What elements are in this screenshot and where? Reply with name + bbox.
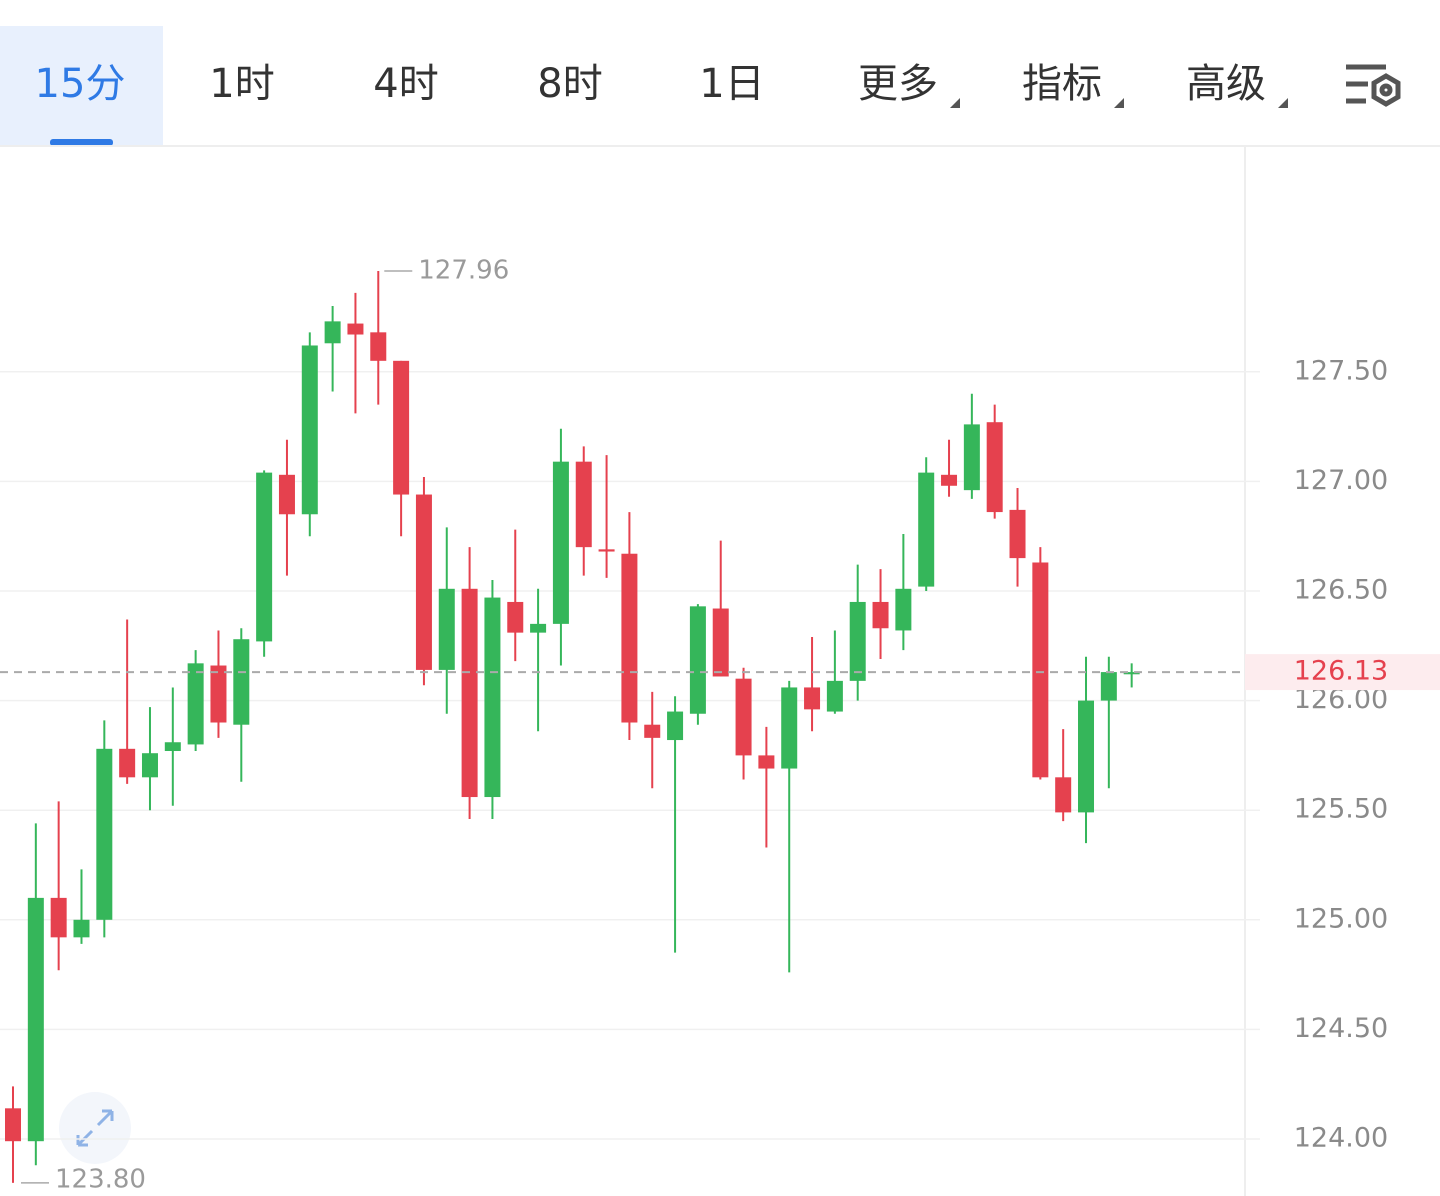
tab[interactable]: 15分 — [35, 61, 126, 107]
candle-body — [575, 461, 592, 548]
candle-body — [1078, 700, 1095, 813]
candle-body — [438, 588, 455, 670]
candle-body — [256, 472, 273, 642]
candle-body — [644, 724, 661, 738]
settings-icon[interactable] — [1346, 64, 1401, 107]
candle-body — [598, 549, 615, 552]
high-mark-label: 127.96 — [418, 255, 509, 285]
candle-body — [735, 678, 752, 756]
candle-body — [918, 472, 935, 587]
dropdown-caret — [950, 98, 960, 108]
dropdown-caret — [1114, 98, 1124, 108]
candle-body — [210, 665, 227, 723]
candle-body — [712, 608, 729, 677]
candle-body — [461, 588, 478, 798]
tab[interactable]: 更多 — [858, 61, 938, 107]
candle-body — [689, 606, 706, 714]
active-tab-indicator — [50, 139, 113, 146]
candle-body — [1032, 562, 1049, 778]
active-tab-bg — [0, 26, 163, 146]
candle-body — [278, 474, 295, 515]
candle-body — [96, 748, 113, 920]
candle-body — [849, 601, 866, 681]
y-tick-label: 127.50 — [1294, 355, 1388, 386]
candle-body — [667, 711, 684, 741]
tab[interactable]: 指标 — [1022, 61, 1102, 107]
last-price-label: 126.13 — [1294, 656, 1388, 687]
expand-button[interactable] — [59, 1092, 131, 1164]
candle-body — [164, 742, 181, 752]
tab[interactable]: 1日 — [699, 61, 764, 107]
candle-body — [415, 494, 432, 670]
dropdown-caret — [1278, 98, 1288, 108]
last-price-tag — [1245, 654, 1440, 691]
candle-body — [872, 601, 889, 629]
candle-body — [393, 360, 410, 495]
candle-body — [347, 323, 364, 335]
candle-body — [324, 321, 341, 344]
candle-body — [5, 1108, 21, 1142]
y-tick-label: 124.00 — [1294, 1123, 1388, 1154]
candle-body — [27, 897, 44, 1142]
candle-body — [895, 588, 912, 631]
candle-body — [986, 422, 1003, 513]
candle-body — [1055, 777, 1072, 813]
candle-body — [621, 553, 638, 723]
candle-body — [781, 687, 798, 769]
candle-body — [187, 663, 204, 745]
candle-body — [141, 753, 158, 778]
candle-body — [301, 345, 318, 515]
candle-body — [50, 897, 67, 938]
candle-body — [941, 474, 958, 486]
y-tick-label: 126.50 — [1294, 574, 1388, 605]
candle-body — [119, 748, 136, 778]
y-tick-label: 125.00 — [1294, 903, 1388, 934]
candle-body — [1100, 672, 1117, 701]
candle-body — [484, 597, 501, 798]
candle-body — [758, 755, 775, 769]
tab[interactable]: 1时 — [209, 61, 274, 107]
tab[interactable]: 4时 — [373, 61, 438, 107]
candle-body — [963, 424, 980, 491]
candle-body — [1123, 672, 1140, 675]
candle-body — [73, 919, 90, 938]
candle-body — [507, 601, 524, 633]
y-tick-label: 124.50 — [1294, 1013, 1388, 1044]
candle-body — [1009, 509, 1026, 559]
candle-body — [370, 332, 387, 361]
candle-body — [826, 680, 843, 712]
candle-body — [804, 687, 821, 710]
candle-body — [530, 623, 547, 633]
y-tick-label: 127.00 — [1294, 465, 1388, 496]
tab[interactable]: 8时 — [537, 61, 602, 107]
low-mark-label: 123.80 — [55, 1165, 146, 1195]
y-tick-label: 125.50 — [1294, 794, 1388, 825]
candle-body — [233, 639, 250, 725]
tab[interactable]: 高级 — [1186, 61, 1266, 107]
candle-body — [552, 461, 569, 624]
